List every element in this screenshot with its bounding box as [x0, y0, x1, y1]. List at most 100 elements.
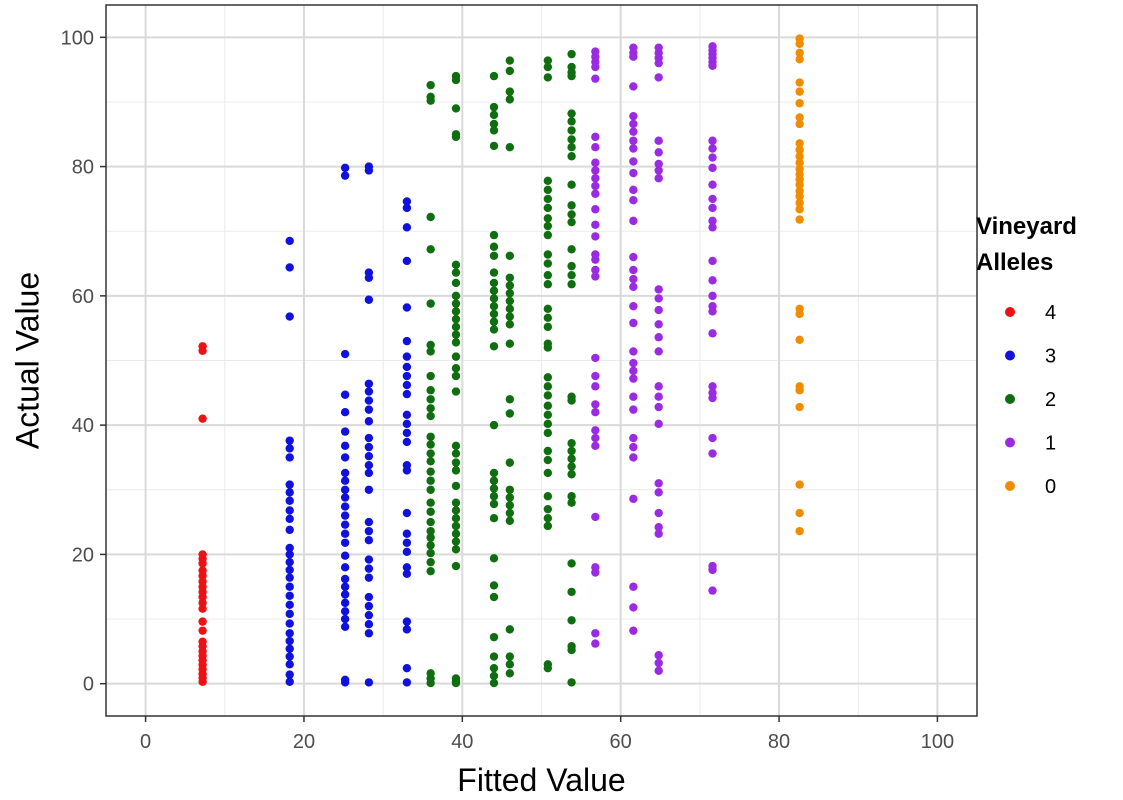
data-point [489, 268, 499, 277]
data-point [567, 245, 576, 254]
data-point [629, 185, 638, 195]
data-point [708, 276, 717, 285]
data-point [402, 362, 412, 372]
data-point [795, 139, 804, 148]
data-point [591, 174, 600, 183]
data-point [340, 551, 350, 560]
data-point [402, 256, 412, 266]
data-point [198, 592, 207, 602]
data-point [505, 296, 515, 306]
y-tick-label: 0 [83, 674, 94, 696]
data-point [426, 440, 435, 449]
data-point [402, 389, 412, 399]
data-point [708, 153, 717, 162]
legend-title-line-2: Alleles [976, 249, 1053, 276]
data-point [340, 427, 350, 436]
data-point [426, 299, 435, 308]
data-point [489, 317, 499, 326]
data-point [543, 194, 553, 204]
data-point [543, 73, 553, 82]
data-point [543, 185, 553, 195]
data-point [505, 143, 515, 152]
data-point [654, 174, 663, 183]
data-point [426, 557, 435, 567]
data-point [489, 492, 499, 501]
data-point [340, 598, 350, 608]
data-point [591, 433, 600, 443]
data-point [198, 559, 207, 568]
data-point [402, 663, 412, 673]
data-point [505, 660, 515, 669]
data-point [364, 166, 374, 175]
data-point [451, 314, 461, 324]
data-point [402, 197, 412, 206]
data-point [654, 529, 663, 538]
data-point [629, 453, 638, 462]
data-point [198, 626, 207, 635]
data-point [364, 601, 374, 611]
data-point [285, 677, 294, 686]
data-point [402, 569, 412, 578]
data-point [654, 666, 663, 675]
data-point [591, 220, 600, 229]
data-point [451, 352, 461, 361]
data-point [654, 479, 663, 488]
data-point [426, 678, 435, 688]
legend-marker [1005, 481, 1015, 491]
data-point [591, 441, 600, 451]
data-point [451, 561, 461, 571]
data-point [591, 181, 600, 191]
data-point [708, 163, 717, 173]
data-point [489, 592, 499, 602]
data-point [489, 514, 499, 523]
data-point [567, 446, 576, 456]
data-point [489, 71, 499, 81]
data-point [629, 168, 638, 178]
data-point [489, 476, 499, 485]
data-point [402, 428, 412, 438]
data-point [654, 159, 663, 169]
data-point [567, 498, 576, 507]
data-point [489, 294, 499, 303]
data-point [285, 312, 294, 321]
data-point [629, 392, 638, 401]
data-point [629, 282, 638, 292]
data-point [489, 342, 499, 351]
data-point [451, 371, 461, 381]
data-point [451, 322, 461, 332]
data-point [543, 419, 553, 429]
data-point [795, 309, 804, 319]
data-point [795, 152, 804, 161]
data-point [340, 390, 350, 399]
data-point [708, 144, 717, 153]
data-point [198, 346, 207, 356]
data-point [451, 521, 461, 531]
data-point [451, 299, 461, 308]
data-point [426, 541, 435, 550]
y-tick-label: 40 [72, 415, 94, 437]
data-point [543, 410, 553, 419]
legend-label: 2 [1045, 389, 1056, 411]
grid-lines [106, 5, 977, 716]
data-point [198, 617, 207, 626]
data-point [451, 441, 461, 451]
data-point [426, 80, 435, 90]
data-point [543, 391, 553, 400]
data-point [654, 488, 663, 497]
data-point [591, 132, 600, 142]
data-point [567, 454, 576, 463]
data-point [340, 441, 350, 451]
data-point [795, 55, 804, 64]
data-point [654, 73, 663, 82]
data-point [340, 349, 350, 359]
data-point [340, 563, 350, 572]
data-point [426, 96, 435, 105]
data-point [285, 550, 294, 559]
data-point [451, 514, 461, 523]
x-tick-label: 0 [140, 731, 151, 753]
data-point [629, 374, 638, 383]
data-point [451, 387, 461, 396]
data-point [402, 538, 412, 547]
data-point [489, 286, 499, 295]
